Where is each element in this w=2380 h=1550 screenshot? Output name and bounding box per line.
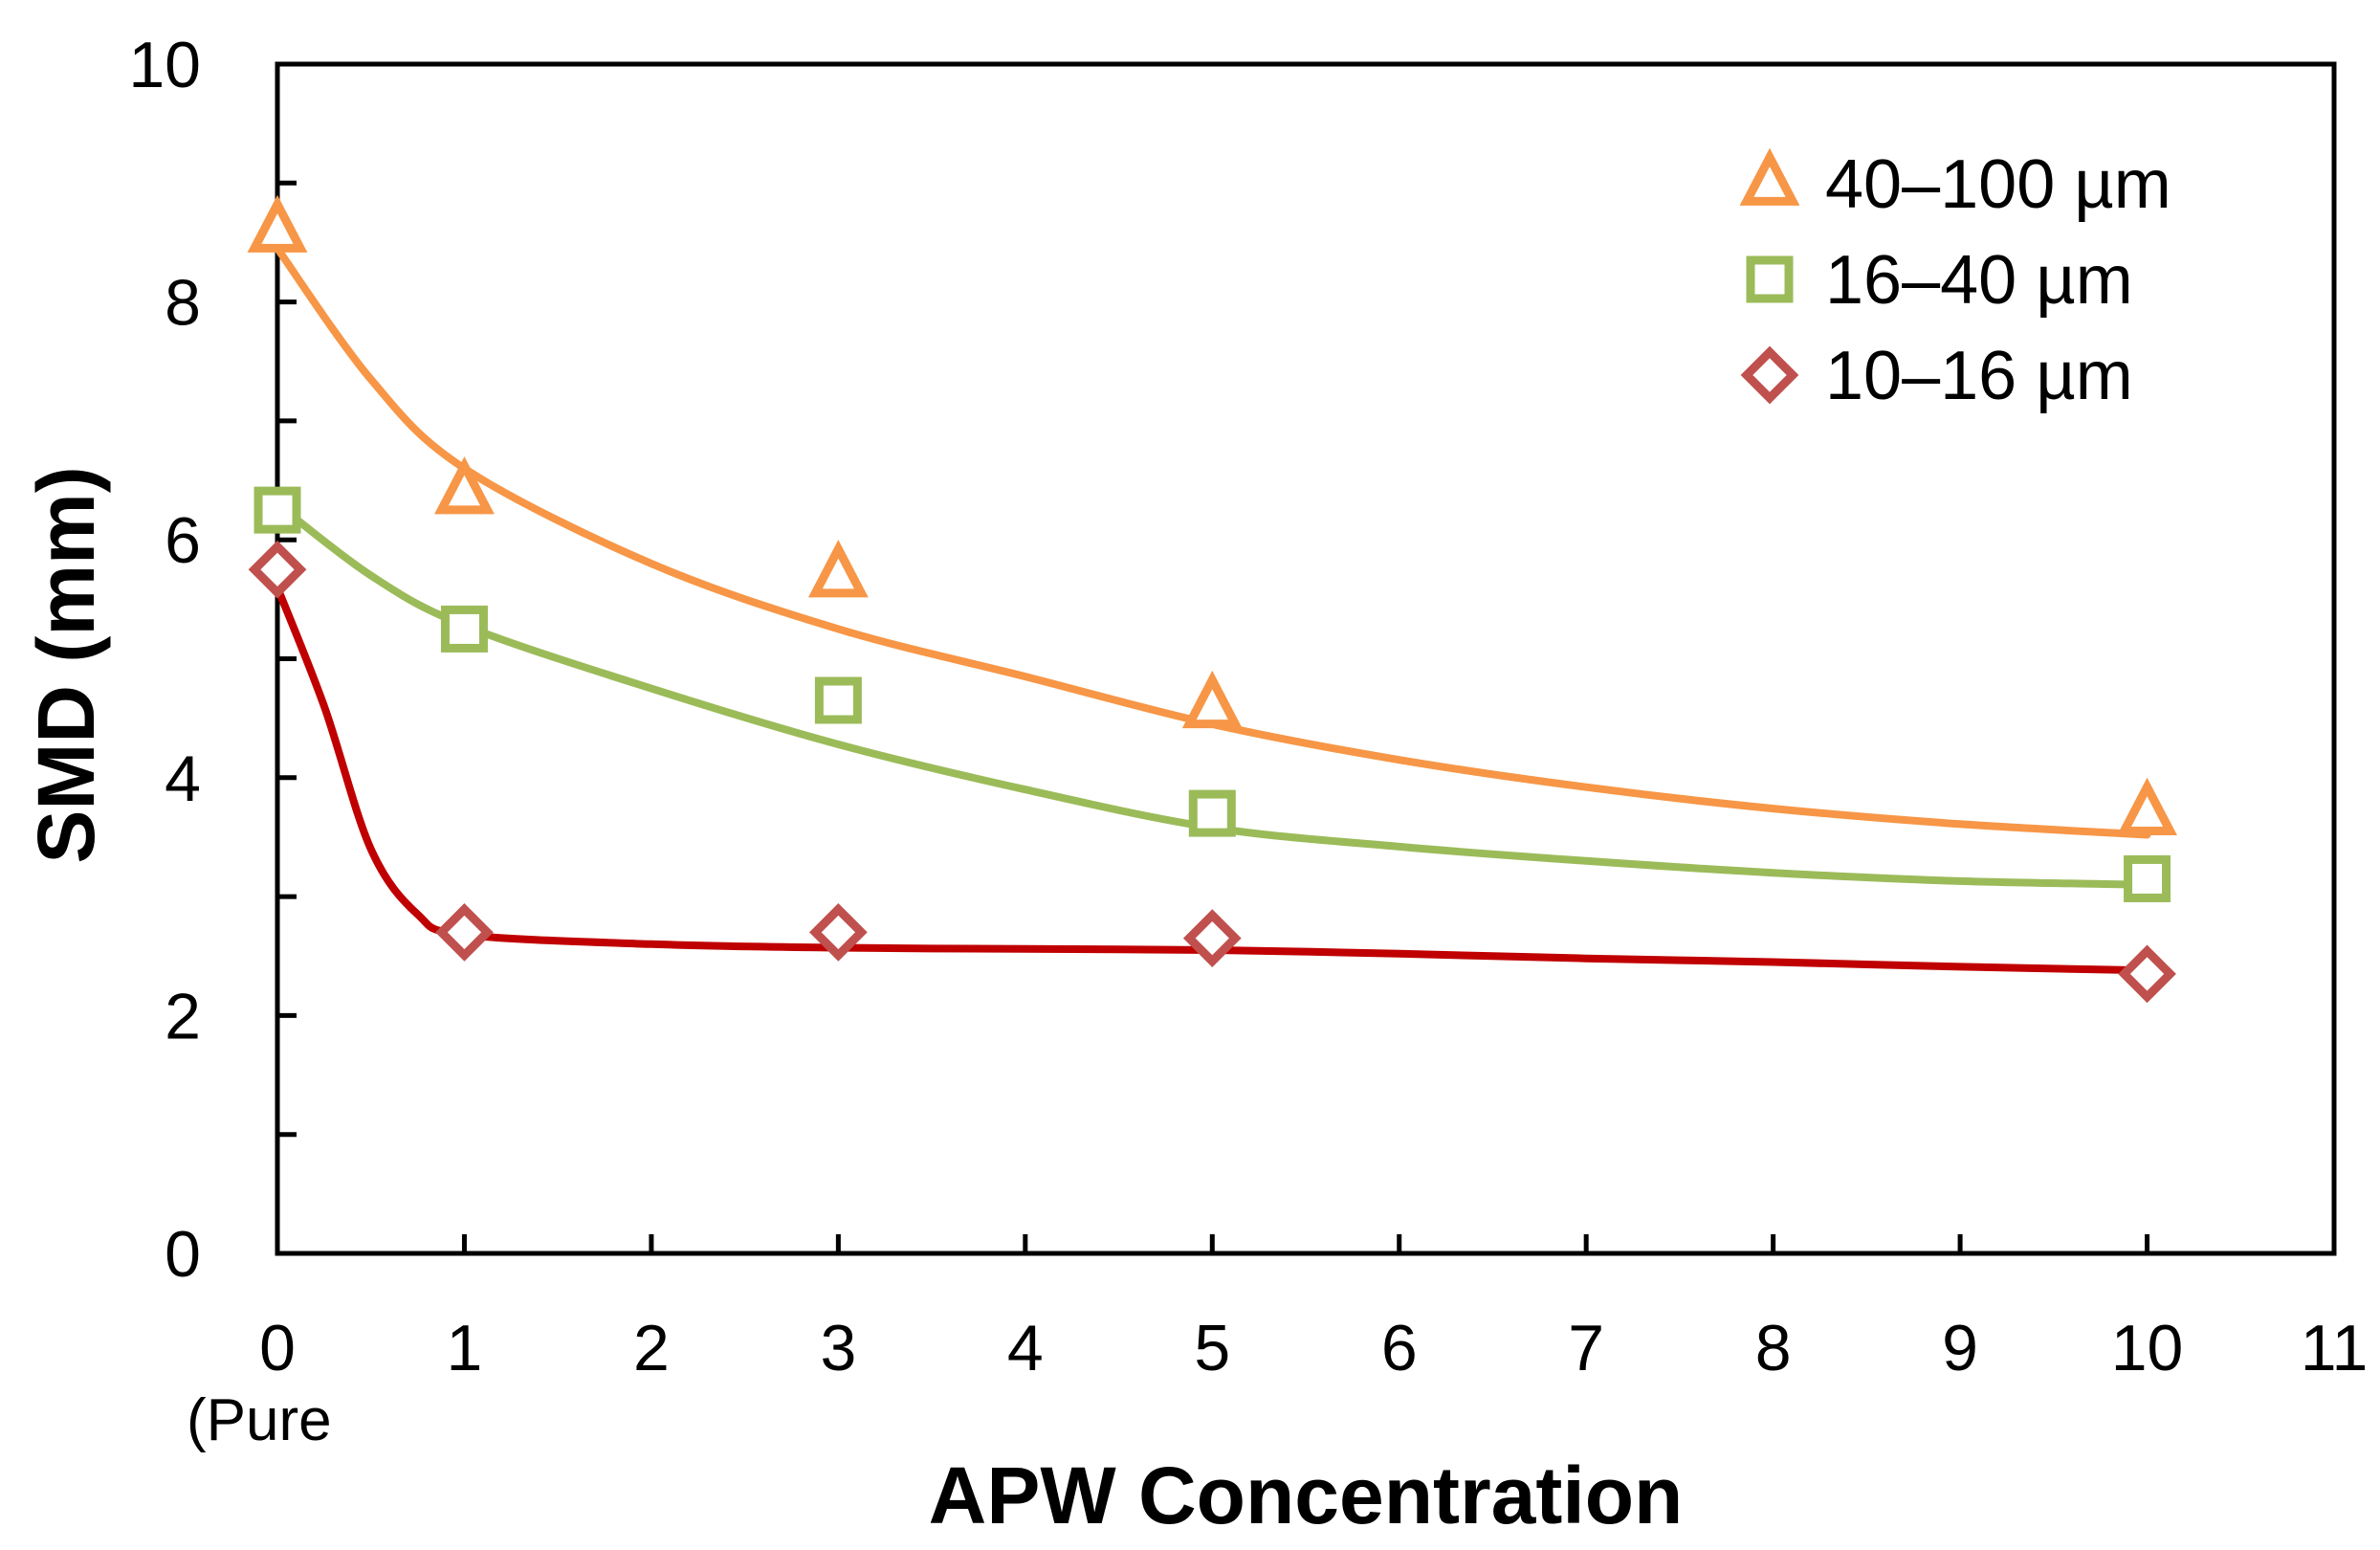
data-point-square — [2124, 854, 2171, 902]
x-tick-label: 2 — [633, 1312, 670, 1384]
legend-marker-triangle — [1739, 147, 1800, 206]
data-point-square — [440, 605, 488, 653]
data-point-square — [1188, 789, 1236, 837]
y-tick-label: 4 — [165, 742, 201, 815]
x-tick-label: 7 — [1568, 1312, 1604, 1384]
fit-curve-diamond — [274, 583, 2151, 975]
legend-marker-square — [1746, 255, 1794, 303]
data-point-diamond — [2118, 944, 2176, 1004]
legend: 40–100 µm 16–40 µm 10–16 µm — [1739, 146, 2171, 414]
data-point-diamond — [248, 540, 307, 599]
x-zero-sublabel: (Pure — [187, 1387, 332, 1453]
data-point-diamond — [1182, 909, 1242, 967]
y-tick-label: 0 — [165, 1218, 201, 1291]
data-point-square — [814, 676, 862, 724]
data-point-triangle — [2117, 777, 2177, 835]
data-point-square — [253, 486, 301, 534]
data-point-triangle — [807, 540, 869, 598]
fit-curve-triangle — [274, 244, 2151, 839]
x-axis-title: APW Concentration — [929, 1450, 1684, 1540]
x-tick-label: 6 — [1381, 1312, 1418, 1384]
legend-marker-diamond — [1740, 345, 1799, 405]
legend-label: 10–16 µm — [1825, 338, 2133, 414]
x-tick-label: 8 — [1755, 1312, 1792, 1384]
legend-label: 16–40 µm — [1825, 242, 2133, 319]
x-tick-label: 9 — [1942, 1312, 1978, 1384]
x-tick-label: 0 — [259, 1312, 296, 1384]
y-tick-label: 10 — [128, 29, 201, 101]
x-tick-label: 4 — [1007, 1312, 1044, 1384]
y-tick-label: 2 — [165, 980, 201, 1052]
data-point-triangle — [247, 194, 308, 253]
x-tick-label: 5 — [1194, 1312, 1230, 1384]
x-tick-label: 10 — [2111, 1312, 2184, 1384]
data-point-triangle — [434, 456, 495, 515]
axis-ticks: 0 2 4 6 8 10 0 1 2 3 4 5 6 7 8 9 10 11 — [128, 29, 2368, 1384]
y-tick-label: 8 — [165, 267, 201, 340]
data-point-diamond — [435, 903, 494, 962]
y-axis-title: SMD (mm) — [21, 466, 111, 863]
y-tick-label: 6 — [165, 504, 201, 577]
data-markers — [247, 194, 2177, 1004]
data-point-diamond — [808, 903, 868, 962]
x-tick-label: 3 — [820, 1312, 856, 1384]
legend-label: 40–100 µm — [1825, 146, 2171, 223]
x-tick-label: 1 — [447, 1312, 483, 1384]
x-tick-label: 11 — [2301, 1312, 2369, 1384]
data-point-triangle — [1181, 670, 1243, 729]
